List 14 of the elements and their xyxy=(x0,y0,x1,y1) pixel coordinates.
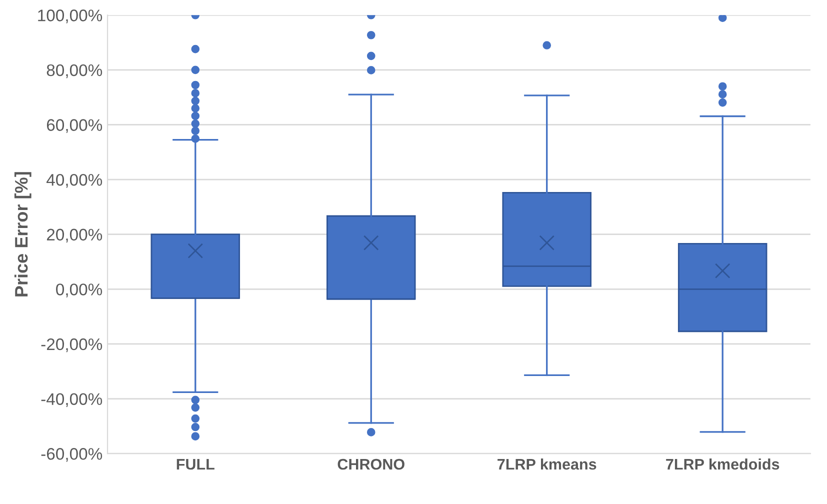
y-tick-label: 40,00% xyxy=(46,174,102,188)
y-tick-label: -20,00% xyxy=(41,338,102,352)
x-tick-label: FULL xyxy=(176,459,214,470)
y-tick-label: 0,00% xyxy=(56,284,102,298)
x-tick-label: 7LRP kmedoids xyxy=(666,458,780,470)
y-axis-title: Price Error [%] xyxy=(14,172,32,296)
y-tick-label: 20,00% xyxy=(46,228,102,243)
x-tick-label: 7LRP kmeans xyxy=(498,458,596,470)
y-tick-label: 80,00% xyxy=(46,64,102,78)
y-tick-label: -40,00% xyxy=(41,393,102,407)
y-tick-label: -60,00% xyxy=(41,448,102,462)
y-tick-label: 100,00% xyxy=(38,10,102,24)
x-tick-label: CHRONO xyxy=(338,458,404,470)
y-tick-label: 60,00% xyxy=(46,119,102,133)
